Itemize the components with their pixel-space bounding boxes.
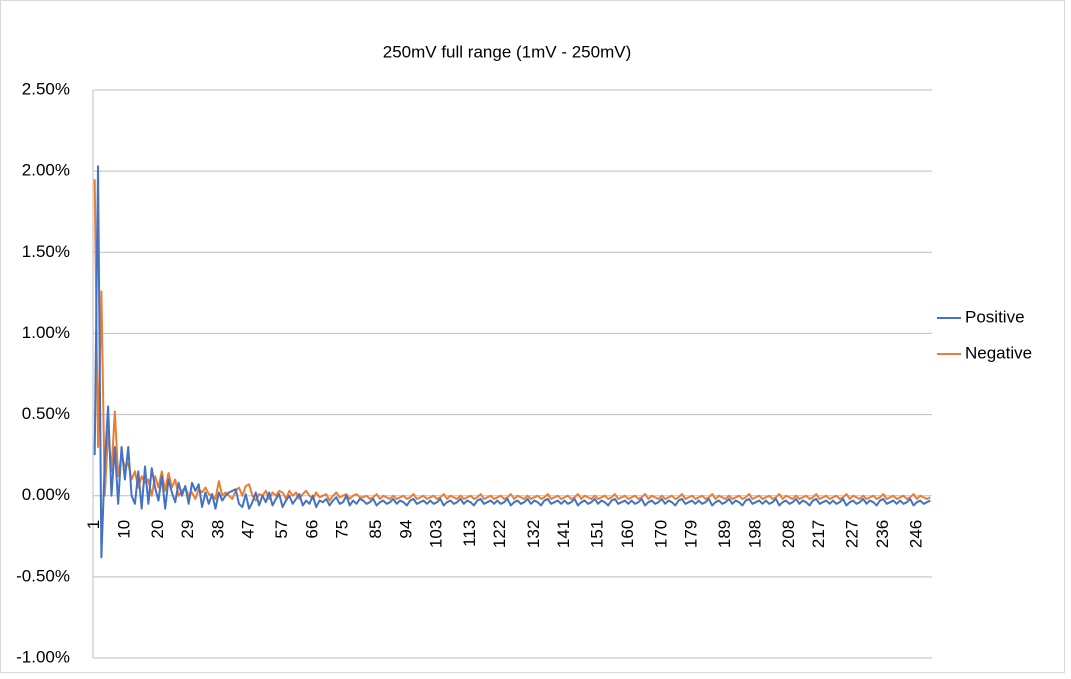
x-tick-label: 227 [843,520,862,548]
x-tick-label: 20 [148,520,167,539]
x-tick-label: 85 [366,520,385,539]
x-tick-label: 113 [460,520,479,547]
x-tick-label: 236 [873,520,892,548]
x-tick-label: 189 [715,520,734,548]
legend-label: Positive [965,307,1025,326]
x-tick-label: 208 [779,520,798,548]
x-tick-label: 170 [651,520,670,548]
x-tick-label: 94 [396,520,415,539]
y-tick-label: 0.00% [22,485,70,504]
x-tick-label: 47 [239,520,258,539]
x-tick-label: 103 [426,520,445,548]
y-tick-label: 1.50% [22,242,70,261]
chart-title: 250mV full range (1mV - 250mV) [383,42,632,61]
x-tick-label: 66 [302,520,321,539]
y-tick-label: 1.00% [22,323,70,342]
x-tick-label: 141 [554,520,573,548]
x-tick-label: 198 [745,520,764,548]
x-tick-label: 132 [524,520,543,548]
x-tick-label: 38 [208,520,227,539]
x-tick-label: 217 [809,520,828,548]
x-tick-label: 10 [114,520,133,539]
x-tick-label: 29 [178,520,197,539]
legend-label: Negative [965,343,1032,362]
x-tick-label: 151 [588,520,607,548]
x-tick-label: 179 [682,520,701,548]
series-line [93,179,931,502]
y-tick-label: -0.50% [16,566,70,585]
x-tick-label: 1 [84,520,103,529]
y-tick-label: 0.50% [22,404,70,423]
series-line [93,165,931,559]
x-tick-label: 122 [490,520,509,548]
y-tick-label: 2.00% [22,161,70,180]
y-tick-label: -1.00% [16,647,70,666]
x-tick-label: 75 [333,520,352,539]
x-tick-label: 246 [906,520,925,548]
x-tick-label: 160 [618,520,637,548]
y-tick-label: 2.50% [22,79,70,98]
x-tick-label: 57 [272,520,291,539]
